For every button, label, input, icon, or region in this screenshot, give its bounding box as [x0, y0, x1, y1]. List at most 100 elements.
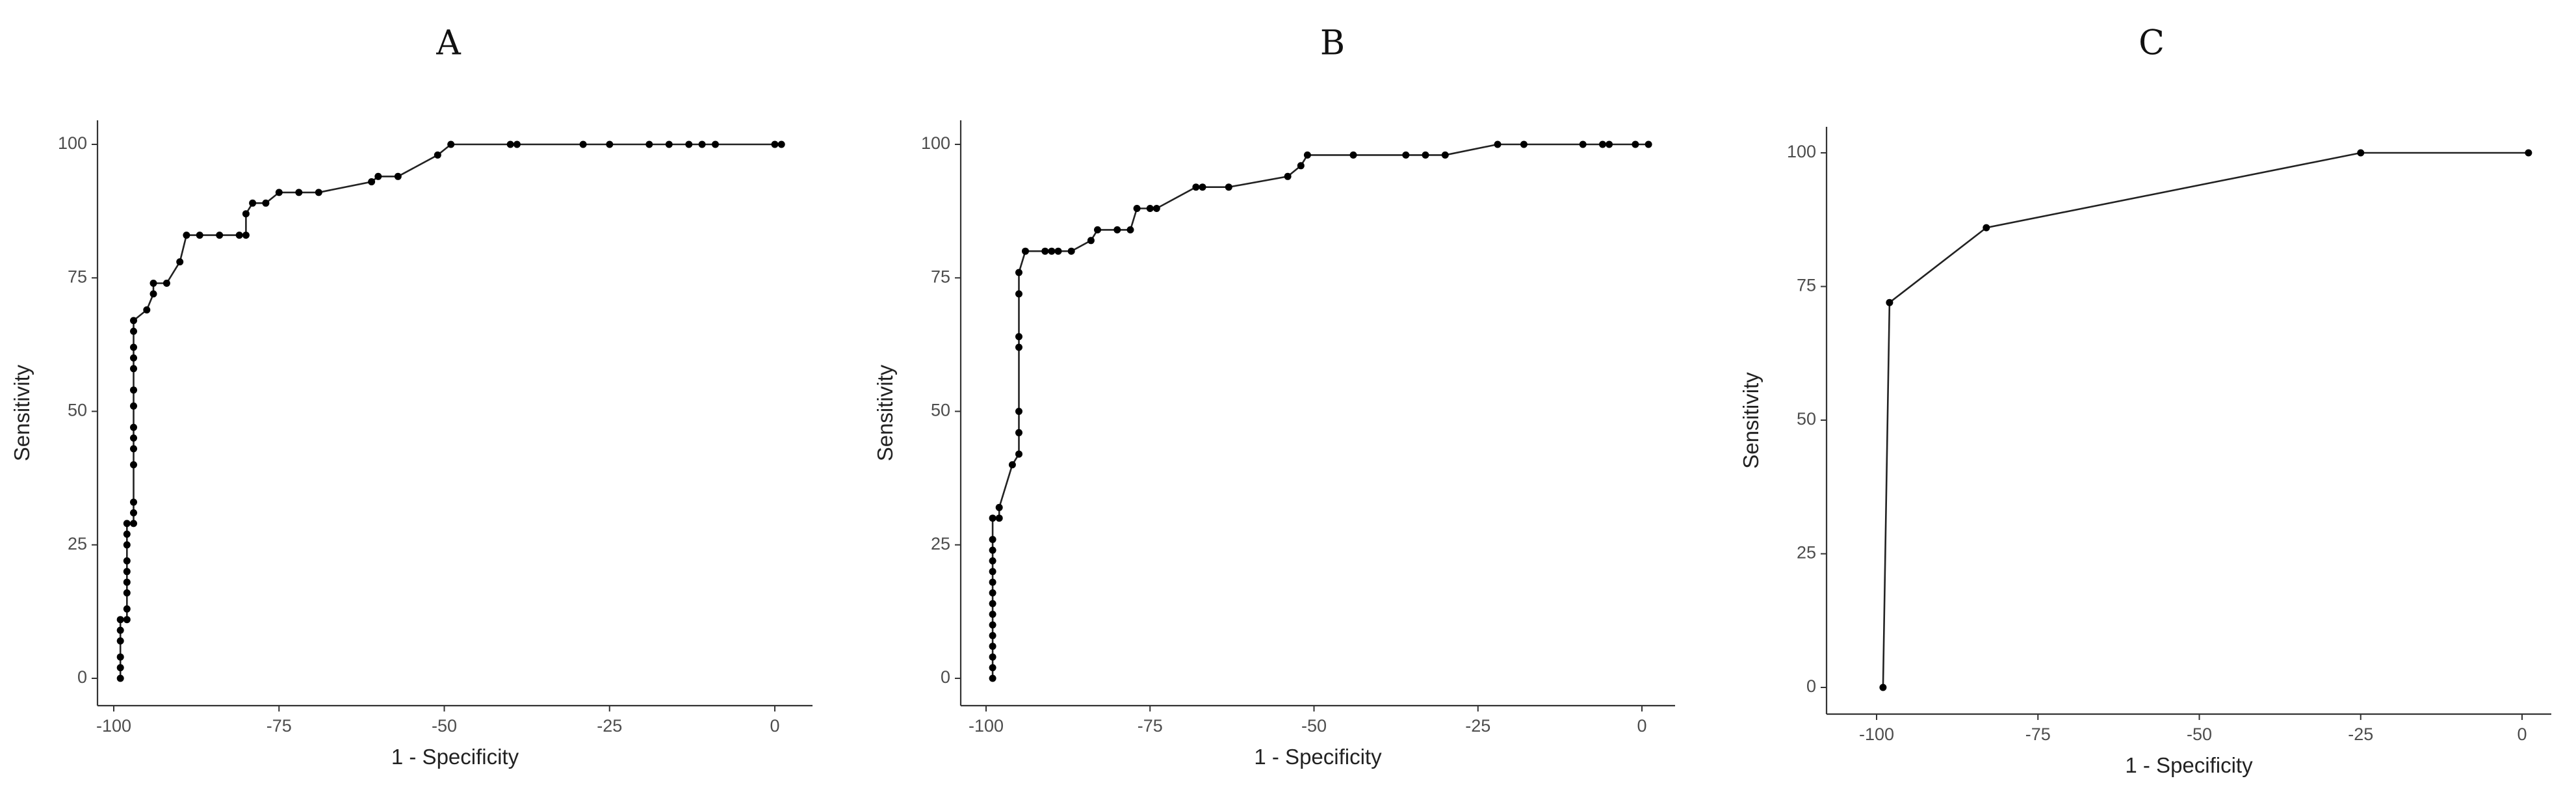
roc-point	[989, 514, 996, 522]
roc-panel-c: C -100 -75 -50 -25 0 0 25 50 75 100 1 - Specificity…	[1739, 24, 2551, 777]
roc-point	[513, 140, 521, 148]
roc-point	[183, 232, 190, 239]
roc-point	[685, 140, 693, 148]
roc-point	[116, 626, 124, 634]
y-tick-label: 0	[1806, 676, 1816, 696]
roc-point	[295, 189, 303, 196]
x-tick-label: -75	[2025, 725, 2051, 744]
x-axis-title: 1 - Specificity	[2125, 753, 2253, 777]
roc-point	[1599, 140, 1606, 148]
roc-point	[1015, 429, 1022, 436]
roc-point	[130, 498, 137, 506]
roc-point	[242, 210, 250, 218]
roc-point	[1015, 450, 1022, 458]
roc-point	[394, 172, 402, 180]
roc-point	[1422, 151, 1429, 159]
roc-curve-line	[1882, 152, 2529, 688]
roc-point	[1349, 151, 1357, 159]
roc-point	[150, 290, 157, 298]
roc-point	[447, 140, 455, 148]
roc-point	[368, 178, 376, 185]
roc-point	[123, 578, 131, 586]
roc-point	[1879, 684, 1887, 691]
y-tick-label: 100	[921, 133, 950, 153]
roc-point	[989, 589, 996, 597]
roc-point	[1133, 205, 1141, 212]
roc-point	[130, 386, 137, 394]
roc-point	[1113, 226, 1121, 233]
roc-point	[1008, 461, 1016, 469]
roc-point	[1126, 226, 1134, 233]
roc-point	[123, 589, 131, 597]
roc-point	[130, 365, 137, 373]
roc-point	[130, 327, 137, 335]
roc-point	[1579, 140, 1587, 148]
roc-point	[1094, 226, 1101, 233]
x-tick-label: -100	[969, 716, 1004, 736]
x-tick-label: 0	[2517, 725, 2527, 744]
x-tick-label: 0	[770, 716, 779, 736]
x-tick-label: -75	[267, 716, 292, 736]
roc-point	[1441, 151, 1449, 159]
roc-point	[116, 637, 124, 645]
roc-point	[123, 568, 131, 576]
y-tick-label: 0	[77, 667, 87, 687]
roc-point	[777, 140, 785, 148]
roc-point	[989, 632, 996, 639]
roc-point	[150, 280, 157, 287]
roc-point	[1015, 269, 1022, 276]
roc-panel-a: A -100 -75 -50 -25 0 0 25 50 75 100 1 - Specificity…	[10, 24, 813, 769]
x-tick-label: -100	[1859, 725, 1894, 744]
roc-point	[1015, 333, 1022, 341]
roc-point	[143, 306, 151, 313]
roc-point	[116, 664, 124, 672]
roc-point	[1303, 151, 1311, 159]
roc-point	[116, 616, 124, 624]
roc-point	[579, 140, 587, 148]
roc-point	[995, 503, 1003, 511]
x-axis-title: 1 - Specificity	[391, 745, 519, 769]
y-tick-label: 50	[1797, 409, 1816, 429]
roc-point	[1606, 140, 1613, 148]
roc-point	[163, 280, 170, 287]
roc-point	[665, 140, 673, 148]
roc-point	[712, 140, 719, 148]
x-tick-label: -25	[597, 716, 622, 736]
x-tick-label: 0	[1637, 716, 1646, 736]
y-tick-label: 75	[1797, 276, 1816, 295]
roc-panel-b: B -100 -75 -50 -25 0 0 25 50 75 100 1 - Specificity…	[873, 24, 1675, 769]
y-axis-title: Sensitivity	[10, 364, 34, 461]
x-tick-label: -50	[432, 716, 457, 736]
roc-point	[1067, 247, 1075, 255]
roc-point	[1632, 140, 1639, 148]
roc-point	[374, 172, 382, 180]
roc-point	[1054, 247, 1062, 255]
roc-point	[196, 232, 203, 239]
roc-point	[989, 653, 996, 661]
x-axis-title: 1 - Specificity	[1254, 745, 1382, 769]
roc-point	[1886, 299, 1893, 306]
roc-point	[989, 643, 996, 650]
roc-point	[130, 343, 137, 351]
roc-point	[989, 557, 996, 565]
roc-point	[989, 568, 996, 576]
roc-point	[2357, 149, 2365, 157]
x-tick-label: -25	[2348, 725, 2373, 744]
roc-point	[1297, 162, 1305, 170]
roc-point	[130, 423, 137, 431]
roc-point	[1015, 290, 1022, 298]
roc-point	[1520, 140, 1528, 148]
roc-point	[698, 140, 706, 148]
roc-point	[216, 232, 224, 239]
roc-point	[130, 520, 137, 527]
roc-point	[1225, 183, 1232, 191]
roc-point	[989, 536, 996, 543]
roc-point	[123, 520, 131, 527]
y-tick-label: 25	[68, 534, 87, 553]
roc-point	[1199, 183, 1206, 191]
roc-point	[1284, 172, 1292, 180]
y-tick-label: 75	[68, 267, 87, 286]
roc-point	[2525, 149, 2532, 157]
panel-label: B	[1320, 24, 1345, 63]
roc-point	[1983, 224, 1990, 232]
